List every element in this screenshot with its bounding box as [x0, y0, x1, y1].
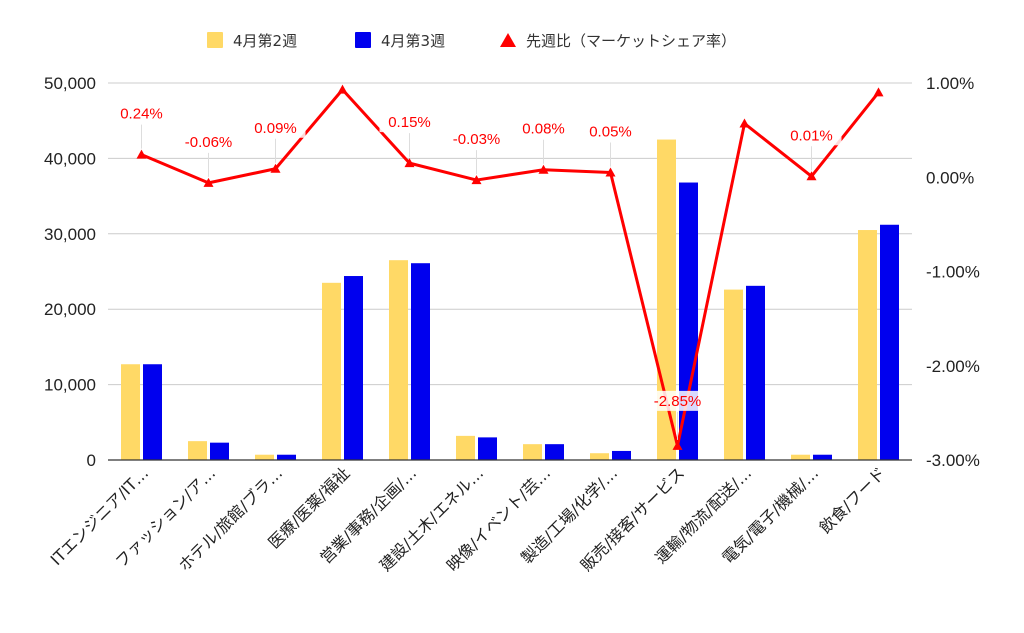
bar-week3	[813, 454, 832, 460]
bar-week3	[880, 224, 899, 460]
data-label: 0.09%	[254, 120, 297, 137]
bar-week2	[121, 364, 140, 460]
data-label: 0.01%	[790, 127, 833, 144]
bar-week3	[210, 442, 229, 460]
bar-week3	[545, 444, 564, 460]
bar-week2	[188, 441, 207, 460]
left-axis-ticks: 0 10,000 20,000 30,000 40,000 50,000	[44, 74, 96, 470]
data-label-background	[245, 117, 306, 138]
data-label-background	[178, 131, 239, 152]
data-label-background	[647, 390, 708, 411]
data-label: -2.85%	[654, 393, 702, 410]
legend: 4月第2週 4月第3週 先週比（マーケットシェア率）	[207, 32, 736, 50]
right-axis-tick-label: 1.00%	[926, 74, 974, 93]
bar-week3	[746, 285, 765, 460]
bar-week2	[858, 230, 877, 460]
data-label: -0.03%	[453, 131, 501, 148]
bar-week3	[277, 454, 296, 460]
share-rate-marker	[873, 87, 884, 97]
data-label: 0.24%	[120, 106, 163, 123]
share-rate-marker	[806, 171, 817, 181]
data-label: 0.05%	[589, 124, 632, 141]
left-axis-tick-label: 40,000	[44, 149, 96, 168]
share-rate-marker	[203, 177, 214, 187]
share-rate-marker	[471, 175, 482, 185]
share-rate-line-series: 0.24% -0.06% 0.09% 0.15% -0.03% 0.08% 0.05% -2.…	[111, 84, 884, 450]
bar-week2	[456, 435, 475, 460]
share-rate-marker	[739, 118, 750, 128]
share-rate-marker	[404, 158, 415, 168]
data-label-background	[446, 129, 507, 150]
bar-week2	[590, 453, 609, 460]
bar-week2	[389, 260, 408, 460]
bar-week3	[478, 437, 497, 460]
data-label-background	[580, 121, 641, 142]
bar-week2	[523, 444, 542, 460]
left-axis-tick-label: 50,000	[44, 74, 96, 93]
right-axis-ticks: -3.00% -2.00% -1.00% 0.00% 1.00%	[926, 74, 980, 470]
right-axis-tick-label: -3.00%	[926, 451, 980, 470]
data-label-background	[379, 112, 440, 133]
bar-week2	[657, 139, 676, 461]
share-rate-marker	[605, 167, 616, 177]
share-rate-marker	[337, 84, 348, 94]
category-label: 飲食/フード	[816, 463, 890, 537]
right-axis-tick-label: -1.00%	[926, 263, 980, 282]
left-axis-tick-label: 0	[87, 451, 96, 470]
legend-label: 4月第2週	[233, 32, 297, 50]
left-axis-tick-label: 10,000	[44, 376, 96, 395]
left-axis-tick-label: 30,000	[44, 225, 96, 244]
legend-swatch	[207, 32, 223, 48]
right-axis-tick-label: -2.00%	[926, 357, 980, 376]
data-label-background	[513, 118, 574, 139]
data-label: 0.15%	[388, 114, 431, 131]
bar-week2	[255, 454, 274, 460]
bar-week2	[724, 289, 743, 460]
share-rate-line	[140, 88, 880, 448]
bar-week3	[411, 263, 430, 460]
bar-week2	[322, 282, 341, 460]
bar-week3	[143, 364, 162, 460]
category-labels: ITエンジニア/IT…ファッション/ア…ホテル/旅館/ブラ…医療/医薬/福祉営業…	[47, 463, 890, 575]
legend-label: 4月第3週	[381, 32, 445, 50]
bar-week3	[344, 276, 363, 460]
share-rate-marker	[136, 149, 147, 159]
bars	[121, 139, 899, 461]
legend-label: 先週比（マーケットシェア率）	[526, 32, 736, 50]
data-label-background	[781, 125, 842, 146]
bar-week3	[612, 450, 631, 460]
gridlines	[108, 82, 912, 386]
bar-week3	[679, 182, 698, 460]
data-label: 0.08%	[522, 121, 565, 138]
bar-week2	[791, 454, 810, 460]
data-label-background	[111, 103, 172, 124]
right-axis-tick-label: 0.00%	[926, 168, 974, 187]
legend-swatch	[500, 33, 516, 47]
share-rate-marker	[672, 440, 683, 450]
data-label: -0.06%	[185, 134, 233, 151]
left-axis-tick-label: 20,000	[44, 300, 96, 319]
legend-swatch	[355, 32, 371, 48]
share-rate-marker	[270, 163, 281, 173]
share-rate-marker	[538, 164, 549, 174]
